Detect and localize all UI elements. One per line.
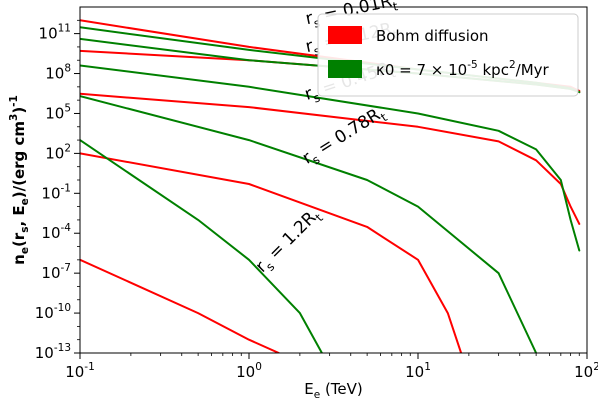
x-axis-label: Ee​ (TeV)	[304, 380, 363, 401]
x-tick-label-3: 102​	[574, 361, 598, 381]
y-tick-label-4: 10-1​	[41, 182, 71, 202]
legend-label-0: Bohm diffusion	[376, 27, 489, 45]
legend-swatch-0	[328, 26, 362, 44]
y-axis-label-text: ne​(rs​, Ee​)/(erg cm3​)-1​	[8, 95, 31, 265]
y-tick-label-3: 10-4​	[41, 222, 71, 242]
y-tick-label-7: 108​	[45, 63, 71, 83]
x-tick-label-1: 100​	[236, 361, 262, 381]
y-ticks: 10-13​ 10-10​ 10-7​ 10-4​ 10-1​ 102​ 105​ 108​ 1…	[35, 20, 80, 362]
y-tick-label-1: 10-10​	[35, 302, 71, 322]
y-tick-label-6: 105​	[45, 102, 71, 122]
x-tick-label-0: 10-1​	[65, 361, 95, 381]
y-tick-label-2: 10-7​	[41, 262, 71, 282]
legend-swatch-1	[328, 60, 362, 78]
y-tick-label-0: 10-13​	[35, 342, 71, 362]
y-tick-label-8: 1011​	[39, 23, 71, 43]
y-tick-label-5: 102​	[45, 142, 71, 162]
x-tick-label-2: 101​	[405, 361, 431, 381]
y-axis-label: ne​(rs​, Ee​)/(erg cm3​)-1​	[8, 95, 31, 265]
legend-label-1: κ0 = 7 × 10-5​ kpc2​/Myr	[376, 59, 550, 79]
x-axis-label-text: Ee​ (TeV)	[304, 380, 363, 401]
x-ticks: 10-1​ 100​ 101​ 102​	[65, 353, 598, 381]
legend: Bohm diffusion κ0 = 7 × 10-5​ kpc2​/Myr	[318, 14, 578, 96]
